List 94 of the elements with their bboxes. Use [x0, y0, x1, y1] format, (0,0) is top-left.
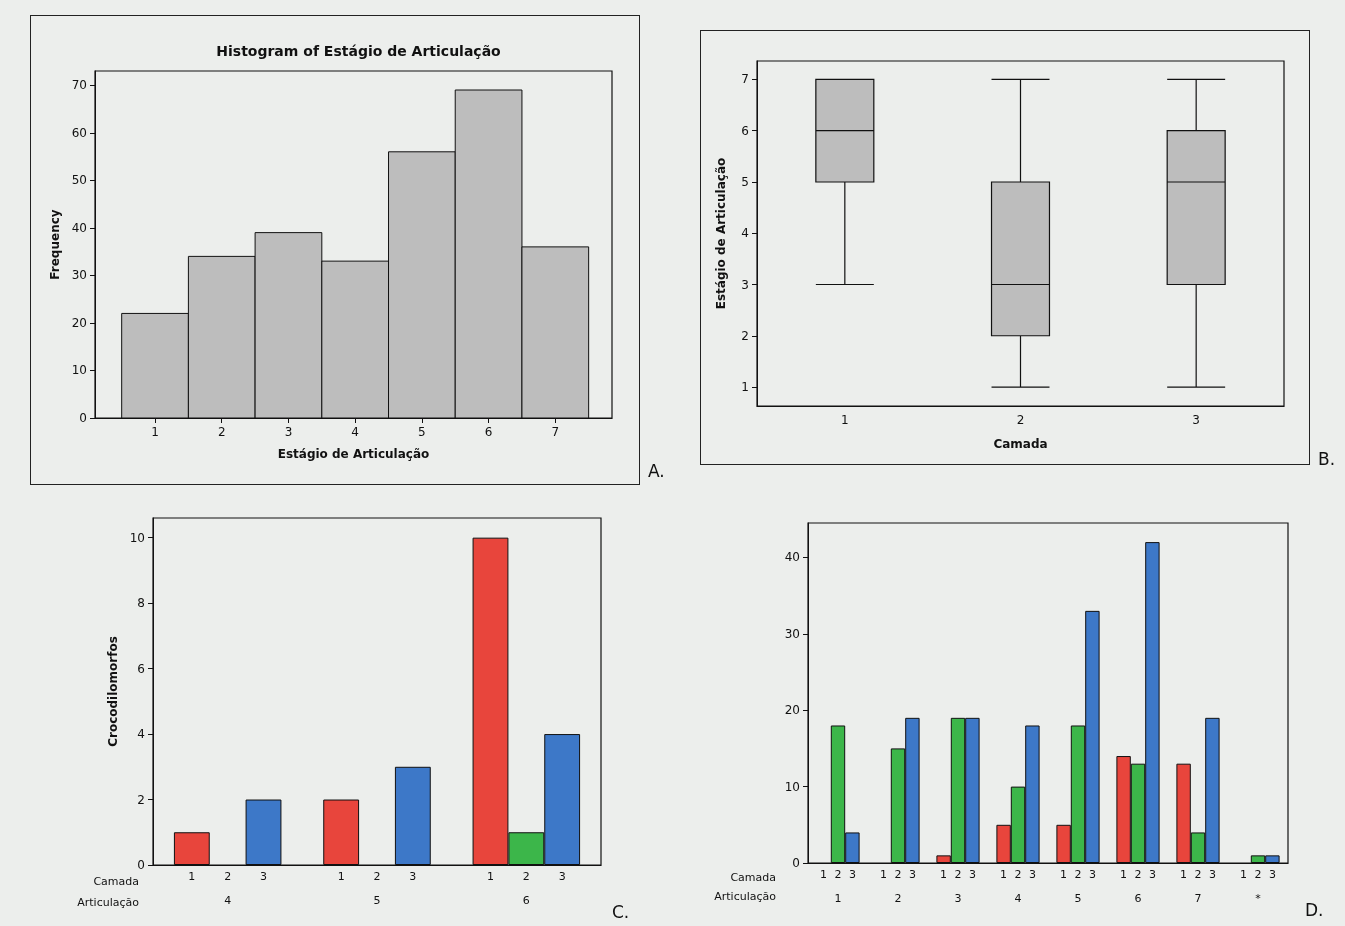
- category-label: 3: [409, 870, 417, 883]
- category-label: 1: [337, 870, 345, 883]
- x-tick-label: 1: [834, 892, 842, 905]
- x-tick-label: 7: [551, 425, 560, 439]
- x-tick-label: 1: [841, 413, 849, 427]
- series-label: 3: [848, 868, 856, 881]
- x-tick-label: 4: [1014, 892, 1022, 905]
- y-tick-label: 0: [137, 858, 145, 872]
- category-label: 3: [1028, 868, 1036, 881]
- y-tick-label: 6: [741, 123, 749, 138]
- category-label: 2: [1254, 868, 1262, 881]
- text: A.: [648, 460, 665, 481]
- x-tick-label: 7: [1194, 892, 1202, 905]
- y-tick-label: 20: [71, 315, 87, 330]
- category-label: 1: [880, 868, 888, 881]
- x-tick-label: 3: [284, 425, 293, 439]
- category-label: 2: [1194, 868, 1202, 881]
- x-axis-title: Estágio de Articulação: [277, 447, 430, 461]
- y-tick-label: 10: [129, 530, 145, 545]
- category-label: 2: [1134, 868, 1142, 881]
- series-label: 2: [522, 870, 530, 883]
- y-tick-label: 1: [741, 380, 749, 395]
- x-tick-label: 5: [418, 425, 426, 439]
- y-tick-label: 4: [137, 727, 145, 742]
- y-axis-title: Frequency: [47, 209, 62, 280]
- y-tick-label: 2: [137, 792, 145, 807]
- y-tick-label: 50: [71, 173, 87, 188]
- category-label: 1: [820, 868, 828, 881]
- x-tick-label: 2: [1016, 413, 1025, 427]
- category-label: 1: [1180, 868, 1188, 881]
- y-tick-label: 20: [784, 703, 800, 718]
- y-tick-label: 7: [741, 72, 749, 87]
- category-label: 3: [558, 870, 566, 883]
- category-label: 1: [486, 870, 494, 883]
- y-tick-label: 0: [79, 411, 87, 425]
- series-label: 2: [834, 868, 842, 881]
- text: C.: [612, 901, 630, 922]
- legend-title: Camada: [93, 874, 139, 888]
- y-tick-label: 60: [71, 125, 87, 140]
- y-tick-label: 10: [71, 363, 87, 378]
- category-label: 1: [1240, 868, 1248, 881]
- x-tick-label: 3: [1192, 413, 1200, 427]
- category-label: 3: [908, 868, 916, 881]
- category-label: 3: [968, 868, 976, 881]
- category-label: 2: [1014, 868, 1022, 881]
- series-label: 3: [260, 870, 268, 883]
- series-label: 1: [188, 870, 196, 883]
- category-label: 1: [1120, 868, 1128, 881]
- category-label: 2: [373, 870, 381, 883]
- y-tick-label: 4: [741, 226, 749, 241]
- y-tick-label: 8: [137, 596, 145, 611]
- x-tick-label: 4: [224, 894, 232, 907]
- x-tick-label: 6: [522, 894, 530, 907]
- x-axis-title: Articulação: [714, 889, 777, 903]
- x-tick-label: *: [1255, 892, 1262, 905]
- category-label: 1: [1000, 868, 1008, 881]
- y-tick-label: 40: [71, 220, 87, 235]
- category-label: 2: [894, 868, 902, 881]
- x-tick-label: 5: [1074, 892, 1082, 905]
- y-tick-label: 2: [741, 328, 749, 343]
- category-label: 3: [1088, 868, 1096, 881]
- text: D.: [1305, 899, 1324, 920]
- series-label: 1: [940, 868, 948, 881]
- y-tick-label: 6: [137, 661, 145, 676]
- x-tick-label: 1: [151, 425, 159, 439]
- y-tick-label: 5: [741, 174, 749, 189]
- category-label: 3: [1148, 868, 1156, 881]
- x-tick-label: 4: [351, 425, 359, 439]
- category-label: 2: [224, 870, 232, 883]
- x-tick-label: 6: [1134, 892, 1142, 905]
- y-tick-label: 70: [71, 78, 87, 93]
- category-label: 1: [1060, 868, 1068, 881]
- category-label: 3: [1268, 868, 1276, 881]
- y-axis-title: Estágio de Articulação: [714, 157, 728, 310]
- x-axis-title: Camada: [993, 437, 1048, 451]
- category-label: 3: [1208, 868, 1216, 881]
- y-tick-label: 10: [784, 779, 800, 794]
- x-tick-label: 3: [954, 892, 962, 905]
- y-tick-label: 30: [71, 268, 87, 283]
- y-tick-label: 40: [784, 550, 800, 565]
- category-label: 2: [954, 868, 962, 881]
- y-tick-label: 30: [784, 626, 800, 641]
- y-axis-title: Crocodilomorfos: [105, 636, 120, 747]
- chart-title: Histogram of Estágio de Articulação: [216, 43, 502, 59]
- y-tick-label: 0: [792, 856, 800, 870]
- legend-title: Camada: [730, 870, 776, 884]
- x-tick-label: 2: [894, 892, 902, 905]
- text: B.: [1318, 448, 1336, 469]
- x-axis-title: Articulação: [77, 895, 140, 909]
- x-tick-label: 2: [217, 425, 226, 439]
- y-tick-label: 3: [741, 277, 749, 292]
- x-tick-label: 5: [373, 894, 381, 907]
- x-tick-label: 6: [484, 425, 493, 439]
- category-label: 2: [1074, 868, 1082, 881]
